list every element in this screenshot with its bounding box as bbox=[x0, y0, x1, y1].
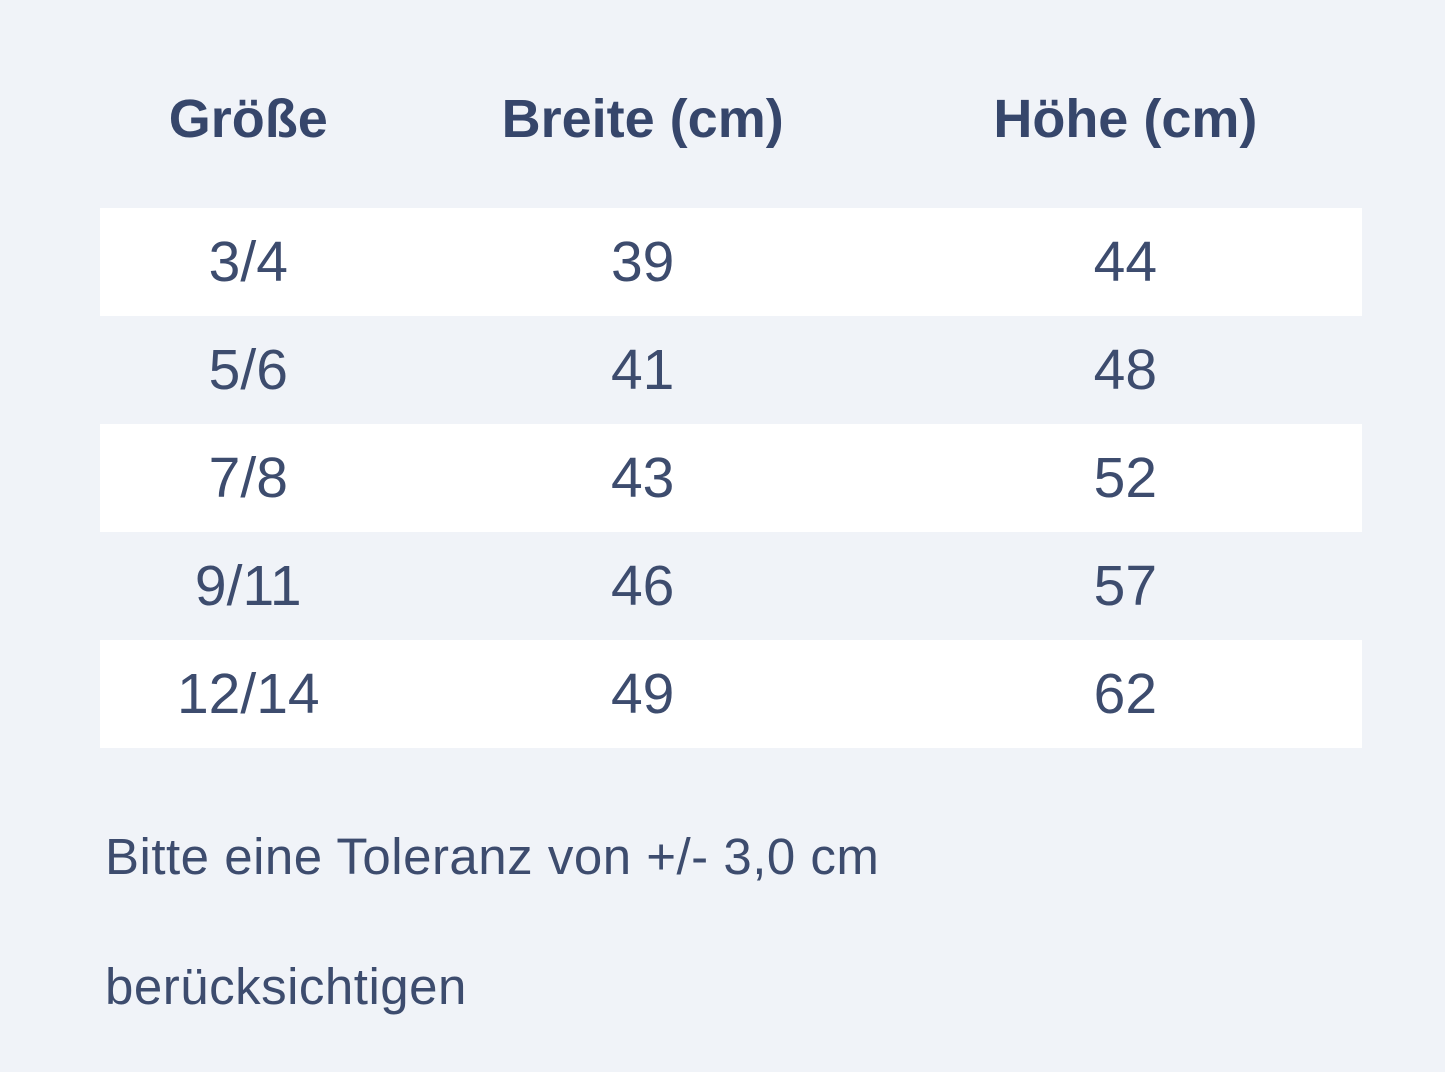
cell-breite: 41 bbox=[610, 338, 675, 402]
table-row: 5/6 41 48 bbox=[100, 316, 1362, 424]
cell-hoehe: 52 bbox=[1093, 446, 1158, 510]
size-chart-header: Größe Breite (cm) Höhe (cm) bbox=[100, 88, 1362, 150]
cell-breite: 39 bbox=[610, 230, 675, 294]
cell-hoehe: 48 bbox=[1093, 338, 1158, 402]
table-row: 3/4 39 44 bbox=[100, 208, 1362, 316]
cell-size: 9/11 bbox=[194, 554, 302, 618]
table-row: 7/8 43 52 bbox=[100, 424, 1362, 532]
tolerance-note: Bitte eine Toleranz von +/- 3,0 cm berüc… bbox=[105, 792, 879, 1052]
table-row: 12/14 49 62 bbox=[100, 640, 1362, 748]
cell-breite: 46 bbox=[610, 554, 675, 618]
size-chart-body: 3/4 39 44 5/6 41 48 7/8 43 52 9/11 46 57… bbox=[100, 208, 1362, 748]
cell-size: 5/6 bbox=[208, 338, 288, 402]
column-header-groesse: Größe bbox=[168, 89, 328, 149]
column-header-breite: Breite (cm) bbox=[501, 89, 784, 149]
column-header-hoehe: Höhe (cm) bbox=[993, 89, 1258, 149]
tolerance-note-line2: berücksichtigen bbox=[105, 958, 467, 1015]
cell-breite: 49 bbox=[610, 662, 675, 726]
cell-breite: 43 bbox=[610, 446, 675, 510]
cell-size: 3/4 bbox=[208, 230, 288, 294]
cell-size: 12/14 bbox=[176, 662, 320, 726]
cell-hoehe: 44 bbox=[1093, 230, 1158, 294]
size-chart-table: Größe Breite (cm) Höhe (cm) 3/4 39 44 5/… bbox=[100, 0, 1362, 748]
cell-hoehe: 57 bbox=[1093, 554, 1158, 618]
table-row: 9/11 46 57 bbox=[100, 532, 1362, 640]
cell-size: 7/8 bbox=[208, 446, 288, 510]
tolerance-note-line1: Bitte eine Toleranz von +/- 3,0 cm bbox=[105, 828, 880, 885]
cell-hoehe: 62 bbox=[1093, 662, 1158, 726]
